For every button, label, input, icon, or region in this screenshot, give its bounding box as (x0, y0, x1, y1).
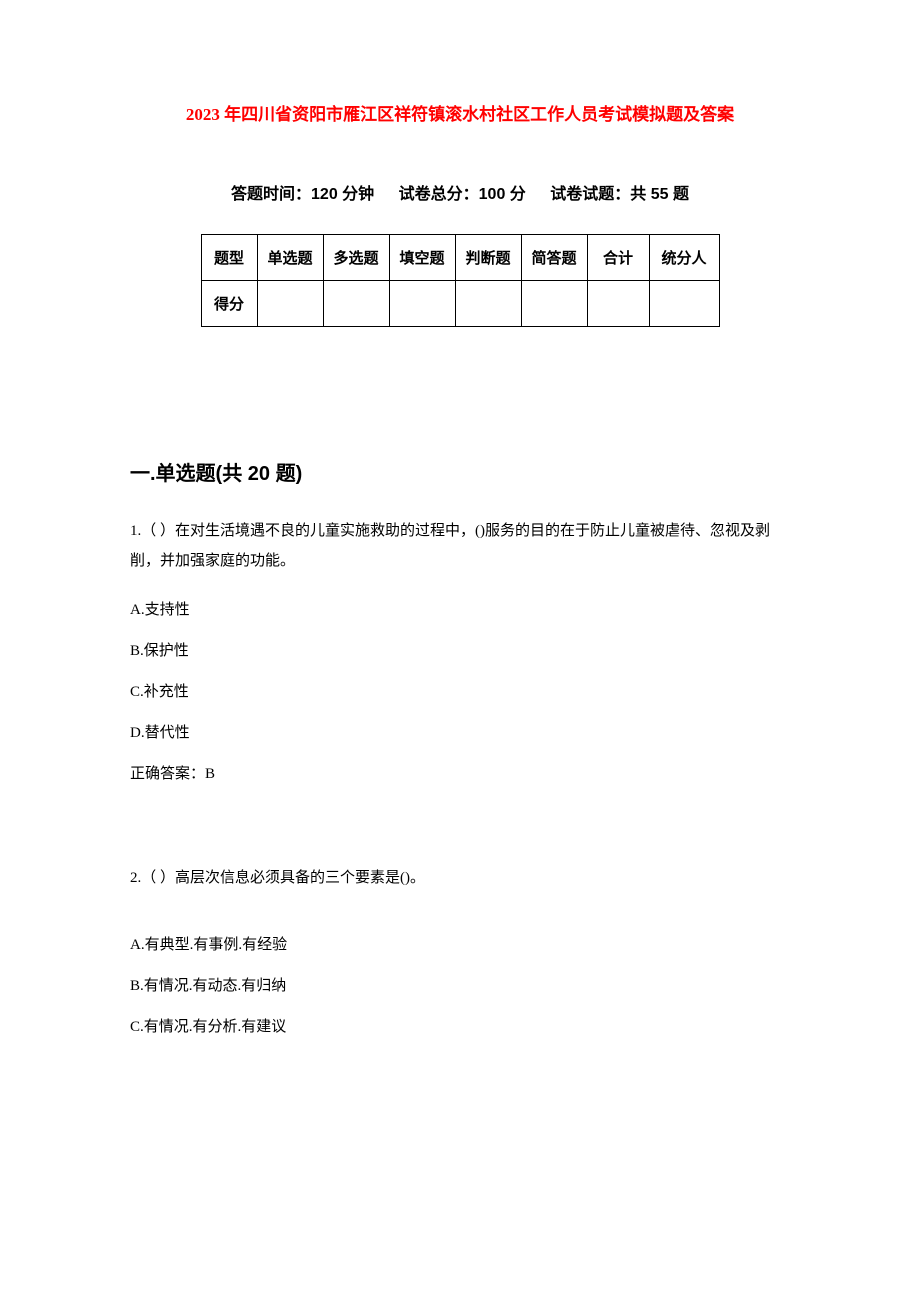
question-2: 2.（ ）高层次信息必须具备的三个要素是()。 A.有典型.有事例.有经验 B.… (130, 863, 790, 1036)
q2-option-b: B.有情况.有动态.有归纳 (130, 974, 790, 995)
table-header-row: 题型 单选题 多选题 填空题 判断题 简答题 合计 统分人 (201, 235, 719, 281)
header-label: 题型 (201, 235, 257, 281)
exam-info-line: 答题时间：120 分钟 试卷总分：100 分 试卷试题：共 55 题 (130, 180, 790, 204)
total-value: 100 分 (479, 186, 526, 203)
time-label: 答题时间： (231, 186, 311, 203)
question-1: 1.（ ）在对生活境遇不良的儿童实施救助的过程中，()服务的目的在于防止儿童被虐… (130, 516, 790, 783)
section-heading: 一.单选题(共 20 题) (130, 457, 790, 486)
count-label: 试卷试题： (550, 186, 630, 203)
q2-option-a: A.有典型.有事例.有经验 (130, 933, 790, 954)
header-col-5: 简答题 (521, 235, 587, 281)
score-cell-5 (521, 281, 587, 327)
score-cell-6 (587, 281, 649, 327)
score-cell-7 (649, 281, 719, 327)
q1-option-c: C.补充性 (130, 680, 790, 701)
q1-answer: 正确答案：B (130, 762, 790, 783)
q1-text: 1.（ ）在对生活境遇不良的儿童实施救助的过程中，()服务的目的在于防止儿童被虐… (130, 516, 790, 576)
score-table: 题型 单选题 多选题 填空题 判断题 简答题 合计 统分人 得分 (201, 234, 720, 327)
header-col-4: 判断题 (455, 235, 521, 281)
header-col-7: 统分人 (649, 235, 719, 281)
q1-option-b: B.保护性 (130, 639, 790, 660)
total-label: 试卷总分： (399, 186, 479, 203)
count-value: 共 55 题 (630, 186, 689, 203)
header-col-1: 单选题 (257, 235, 323, 281)
q1-option-a: A.支持性 (130, 598, 790, 619)
count-info: 试卷试题：共 55 题 (550, 186, 689, 203)
q2-text: 2.（ ）高层次信息必须具备的三个要素是()。 (130, 863, 790, 893)
header-col-6: 合计 (587, 235, 649, 281)
time-value: 120 分钟 (311, 186, 374, 203)
score-label: 得分 (201, 281, 257, 327)
header-col-3: 填空题 (389, 235, 455, 281)
table-score-row: 得分 (201, 281, 719, 327)
score-cell-4 (455, 281, 521, 327)
score-cell-2 (323, 281, 389, 327)
q1-option-d: D.替代性 (130, 721, 790, 742)
document-title: 2023 年四川省资阳市雁江区祥符镇滚水村社区工作人员考试模拟题及答案 (130, 100, 790, 125)
score-cell-1 (257, 281, 323, 327)
header-col-2: 多选题 (323, 235, 389, 281)
q2-option-c: C.有情况.有分析.有建议 (130, 1015, 790, 1036)
time-info: 答题时间：120 分钟 (231, 186, 379, 203)
score-cell-3 (389, 281, 455, 327)
total-info: 试卷总分：100 分 (399, 186, 531, 203)
